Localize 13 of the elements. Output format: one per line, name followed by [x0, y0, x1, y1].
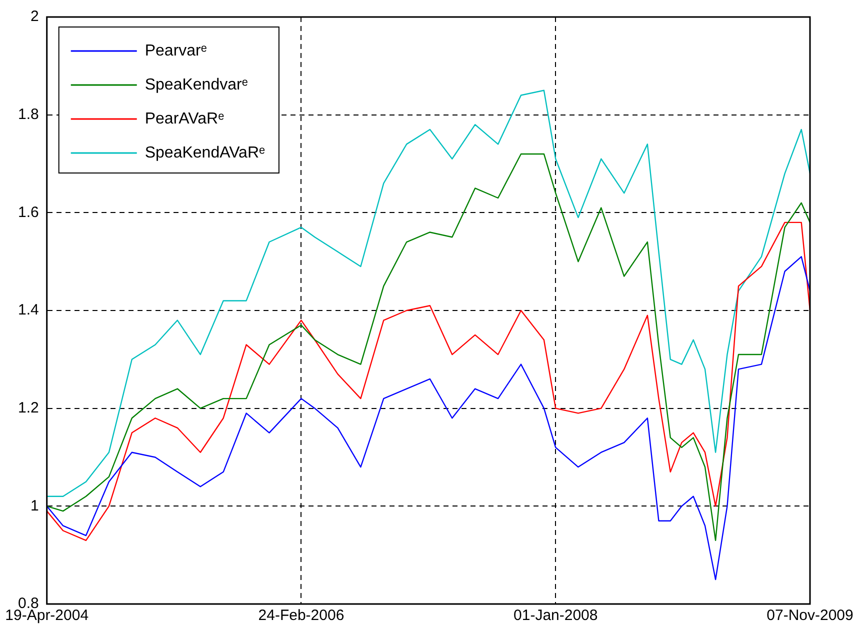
y-tick-label: 1.8	[18, 106, 39, 123]
legend-label: PearAVaRᵉ	[144, 110, 224, 128]
x-tick-label: 07-Nov-2009	[766, 607, 854, 624]
legend-label: SpeaKendvarᵉ	[144, 76, 248, 94]
y-tick-label: 1.6	[18, 204, 39, 221]
y-tick-label: 2	[30, 8, 39, 26]
legend-label: Pearvarᵉ	[144, 42, 207, 60]
x-tick-label: 24-Feb-2006	[258, 607, 344, 624]
y-tick-label: 1	[30, 497, 39, 514]
y-tick-label: 1.4	[18, 302, 39, 319]
y-tick-label: 1.2	[18, 399, 39, 416]
legend-label: SpeaKendAVaRᵉ	[144, 144, 266, 162]
x-tick-label: 01-Jan-2008	[514, 607, 598, 624]
